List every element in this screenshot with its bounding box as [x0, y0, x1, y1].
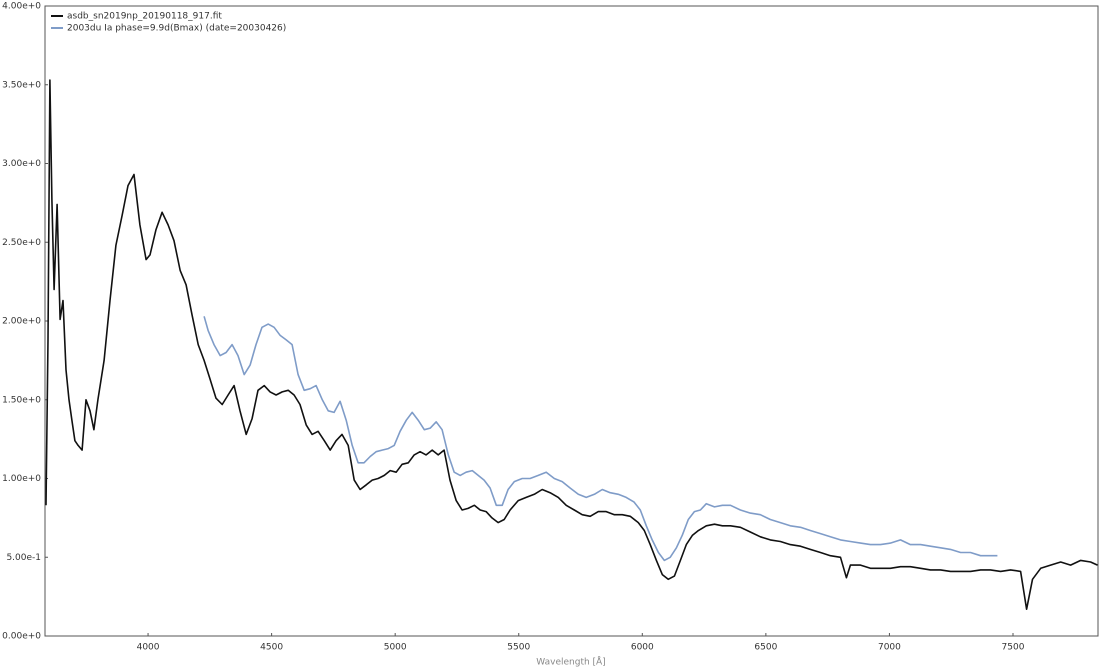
x-tick-label: 4500 [260, 643, 283, 653]
x-tick-label: 4000 [137, 643, 160, 653]
x-tick-label: 7500 [1002, 643, 1025, 653]
x-axis-label: Wavelength [Å] [536, 656, 605, 668]
x-tick-label: 7000 [878, 643, 901, 653]
legend-label: 2003du Ia phase=9.9d(Bmax) (date=2003042… [67, 24, 286, 34]
x-tick-label: 6500 [754, 643, 777, 653]
y-tick-label: 4.00e+0 [2, 2, 41, 12]
y-tick-label: 1.50e+0 [2, 395, 41, 405]
x-tick-label: 5500 [507, 643, 530, 653]
y-tick-label: 2.50e+0 [2, 238, 41, 248]
y-tick-label: 3.00e+0 [2, 159, 41, 169]
x-tick-label: 5000 [384, 643, 407, 653]
y-tick-label: 1.00e+0 [2, 474, 41, 484]
y-tick-label: 2.00e+0 [2, 317, 41, 327]
x-tick-label: 6000 [631, 643, 654, 653]
y-tick-label: 5.00e-1 [6, 553, 41, 563]
y-tick-label: 0.00e+0 [2, 632, 41, 642]
plot-frame [44, 5, 1099, 637]
y-tick-label: 3.50e+0 [2, 80, 41, 90]
spectrum-line [203, 316, 998, 562]
spectrum-line [45, 79, 1098, 611]
legend-label: asdb_sn2019np_20190118_917.fit [67, 12, 222, 22]
